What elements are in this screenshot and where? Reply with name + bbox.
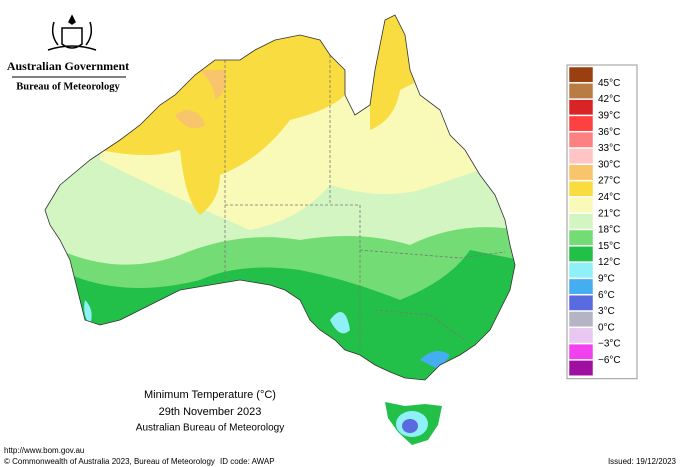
map-date: 29th November 2023	[159, 406, 262, 418]
legend-swatch	[568, 164, 594, 181]
government-name: Australian Government	[7, 59, 129, 73]
coastline	[44, 14, 516, 381]
map-source: Australian Bureau of Meteorology	[136, 423, 284, 434]
legend-label: 24°C	[598, 192, 620, 203]
legend-label: 36°C	[598, 127, 620, 138]
legend-label: 12°C	[598, 257, 620, 268]
legend-swatch	[568, 327, 594, 344]
legend-label: 15°C	[598, 241, 620, 252]
legend-swatch	[568, 278, 594, 295]
legend-label: 27°C	[598, 176, 620, 187]
legend-swatch	[568, 99, 594, 116]
legend-swatch	[568, 115, 594, 132]
legend-swatch	[568, 229, 594, 246]
legend-swatch	[568, 262, 594, 279]
legend-label: 45°C	[598, 78, 620, 89]
coat-of-arms	[47, 14, 97, 51]
legend-swatch	[568, 294, 594, 311]
legend-label: 30°C	[598, 159, 620, 170]
footer-copyright: © Commonwealth of Australia 2023, Bureau…	[4, 457, 215, 466]
legend-swatch	[568, 83, 594, 99]
legend-label: −3°C	[598, 339, 621, 350]
legend-swatch	[568, 213, 594, 230]
legend-label: 33°C	[598, 143, 620, 154]
legend-swatch	[568, 180, 594, 197]
legend-label: 39°C	[598, 111, 620, 122]
legend-label: 21°C	[598, 208, 620, 219]
legend-swatch	[568, 360, 594, 376]
footer-id: ID code: AWAP	[220, 457, 275, 466]
legend-label: 9°C	[598, 274, 615, 285]
legend-label: 18°C	[598, 225, 620, 236]
map-title: Minimum Temperature (°C)	[144, 389, 276, 401]
legend-swatch	[568, 66, 594, 83]
legend-swatch	[568, 343, 594, 360]
bureau-name: Bureau of Meteorology	[16, 81, 120, 92]
legend-swatch	[568, 311, 594, 328]
legend-swatch	[568, 197, 594, 213]
legend-label: 0°C	[598, 322, 615, 333]
footer-url: http://www.bom.gov.au	[4, 446, 84, 455]
legend-swatch	[568, 148, 594, 165]
legend-swatch	[568, 246, 594, 262]
legend-swatch	[568, 131, 594, 148]
legend-label: 6°C	[598, 290, 615, 301]
tasmania	[385, 402, 442, 445]
legend: 45°C 42°C 39°C 36°C 33°C 30°C 27°C 24°C 21°C 18°C…	[566, 64, 638, 380]
legend-label: 3°C	[598, 306, 615, 317]
legend-label: 42°C	[598, 94, 620, 105]
legend-label: −6°C	[598, 355, 621, 366]
footer-issued: Issued: 19/12/2023	[608, 457, 677, 466]
